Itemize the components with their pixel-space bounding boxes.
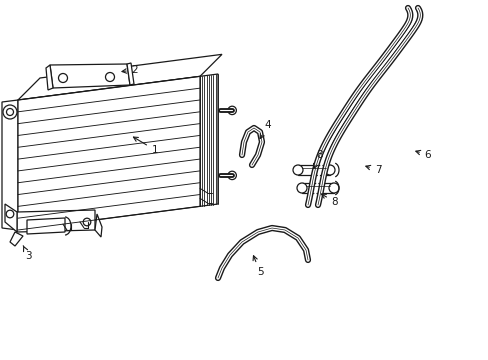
Text: 2: 2 — [122, 65, 138, 75]
Circle shape — [59, 73, 67, 82]
Bar — [297, 165, 329, 175]
Circle shape — [6, 210, 14, 218]
Polygon shape — [200, 74, 218, 206]
Circle shape — [6, 108, 14, 116]
Circle shape — [325, 165, 334, 175]
Polygon shape — [27, 218, 65, 234]
Text: 3: 3 — [23, 246, 31, 261]
Text: 6: 6 — [415, 150, 430, 160]
Text: 7: 7 — [365, 165, 381, 175]
Text: 4: 4 — [260, 120, 271, 139]
Bar — [302, 183, 333, 193]
Polygon shape — [17, 210, 95, 232]
Circle shape — [227, 106, 236, 114]
Circle shape — [105, 72, 114, 81]
Text: 8: 8 — [321, 194, 338, 207]
Polygon shape — [5, 204, 17, 232]
Circle shape — [83, 218, 91, 226]
Text: 8: 8 — [313, 150, 323, 168]
Polygon shape — [18, 76, 200, 230]
Polygon shape — [95, 214, 102, 237]
Circle shape — [328, 183, 338, 193]
Circle shape — [227, 171, 236, 180]
Circle shape — [296, 183, 306, 193]
Polygon shape — [2, 100, 18, 230]
Text: 5: 5 — [253, 256, 263, 277]
Circle shape — [3, 105, 17, 119]
Text: 1: 1 — [133, 137, 158, 155]
Polygon shape — [46, 65, 53, 90]
Polygon shape — [127, 63, 134, 85]
Circle shape — [292, 165, 303, 175]
Polygon shape — [18, 54, 222, 100]
Polygon shape — [10, 232, 23, 246]
Polygon shape — [50, 64, 130, 88]
